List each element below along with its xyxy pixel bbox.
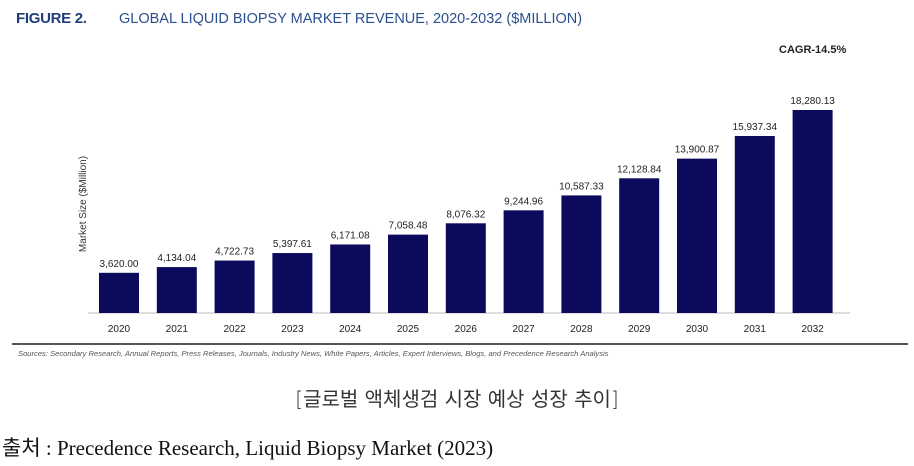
x-tick-label: 2024: [339, 324, 362, 335]
data-label: 12,128.84: [617, 164, 662, 175]
chart-title: GLOBAL LIQUID BIOPSY MARKET REVENUE, 202…: [119, 11, 583, 27]
x-tick-label: 2029: [628, 324, 651, 335]
data-label: 10,587.33: [559, 181, 604, 192]
x-tick-label: 2020: [108, 324, 131, 335]
data-label: 15,937.34: [733, 122, 778, 133]
x-tick-label: 2030: [686, 324, 709, 335]
data-label: 8,076.32: [446, 209, 485, 220]
x-tick-label: 2028: [570, 324, 593, 335]
x-tick-label: 2032: [801, 324, 824, 335]
data-label: 18,280.13: [790, 96, 835, 107]
bar-2020: [99, 272, 139, 313]
x-tick-label: 2023: [281, 324, 304, 335]
bar-2032: [792, 110, 833, 313]
data-label: 4,722.73: [215, 247, 254, 258]
bar-2024: [330, 244, 371, 313]
bar-2029: [619, 178, 660, 313]
bar-2026: [445, 223, 486, 313]
x-tick-label: 2022: [223, 324, 246, 335]
bar-2031: [734, 136, 775, 313]
bar-2021: [156, 267, 197, 313]
data-label: 6,171.08: [331, 230, 370, 241]
data-label: 13,900.87: [675, 145, 720, 156]
figure-caption: [글로벌 액체생검 시장 예상 성장 추이]: [295, 387, 619, 411]
data-label: 9,244.96: [504, 196, 543, 207]
cagr-annotation: CAGR-14.5%: [779, 44, 847, 56]
bar-2027: [503, 210, 544, 313]
x-tick-label: 2026: [455, 324, 478, 335]
x-tick-label: 2031: [744, 324, 767, 335]
sources-note: Sources: Secondary Research, Annual Repo…: [18, 349, 609, 358]
bar-2025: [388, 234, 428, 313]
data-label: 3,620.00: [100, 259, 139, 270]
x-tick-label: 2027: [512, 324, 535, 335]
data-label: 4,134.04: [157, 253, 196, 264]
x-tick-label: 2025: [397, 324, 420, 335]
x-tick-label: 2021: [166, 324, 189, 335]
figure-label: FIGURE 2.: [16, 10, 87, 27]
data-label: 7,058.48: [389, 221, 428, 232]
source-citation: 출처 : Precedence Research, Liquid Biopsy …: [2, 436, 494, 460]
bar-2022: [214, 260, 255, 313]
y-axis-label: Market Size ($Million): [78, 156, 89, 252]
bar-2030: [677, 158, 717, 313]
bar-2023: [272, 253, 313, 313]
bar-2028: [561, 195, 602, 313]
data-label: 5,397.61: [273, 239, 312, 250]
